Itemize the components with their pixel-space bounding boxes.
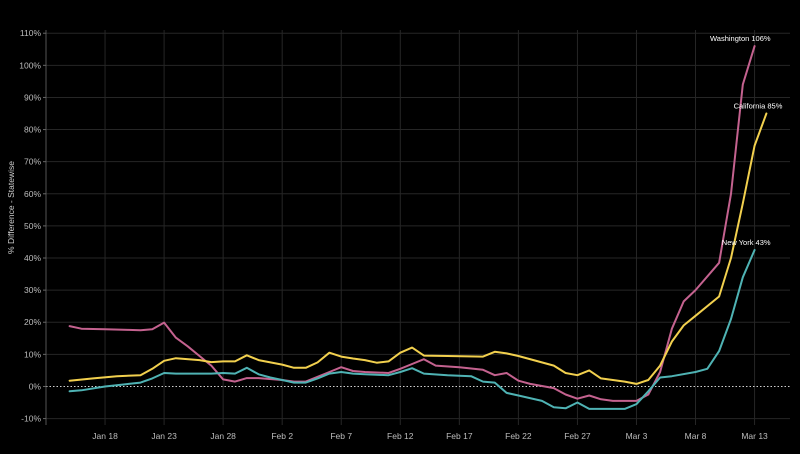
x-tick-label: Feb 27 bbox=[564, 431, 591, 441]
y-tick-label: 0% bbox=[29, 381, 42, 391]
y-tick-label: 90% bbox=[24, 92, 41, 102]
x-axis-ticks: Jan 18 Jan 23 Jan 28 Feb 2 Feb 7 Feb 12 Feb 17… bbox=[92, 431, 768, 441]
x-tick-label: Jan 23 bbox=[151, 431, 177, 441]
y-tick-label: 30% bbox=[24, 285, 41, 295]
x-tick-label: Feb 2 bbox=[271, 431, 293, 441]
y-tick-label: 110% bbox=[20, 28, 42, 38]
y-tick-label: 60% bbox=[24, 189, 41, 199]
x-tick-label: Jan 28 bbox=[210, 431, 236, 441]
series-end-label-washington: Washington 106% bbox=[710, 34, 771, 43]
y-tick-label: 100% bbox=[19, 60, 41, 70]
series-end-label-california: California 85% bbox=[734, 101, 783, 110]
series-line-california bbox=[68, 112, 768, 385]
x-tick-label: Feb 12 bbox=[387, 431, 414, 441]
x-tick-label: Feb 22 bbox=[505, 431, 532, 441]
series-line-washington bbox=[68, 45, 756, 402]
y-tick-label: 70% bbox=[24, 157, 41, 167]
y-tick-label: 20% bbox=[24, 317, 41, 327]
y-tick-label: -10% bbox=[21, 414, 41, 424]
series-end-labels: Washington 106% California 85% New York 43… bbox=[710, 34, 783, 247]
y-tick-label: 80% bbox=[24, 125, 41, 135]
gridlines bbox=[46, 30, 790, 425]
x-tick-label: Jan 18 bbox=[92, 431, 118, 441]
series-end-label-new-york: New York 43% bbox=[722, 238, 771, 247]
x-tick-label: Mar 8 bbox=[685, 431, 707, 441]
x-tick-label: Feb 7 bbox=[330, 431, 352, 441]
y-tick-label: 10% bbox=[24, 349, 41, 359]
x-tick-label: Mar 3 bbox=[626, 431, 648, 441]
y-tick-label: 50% bbox=[24, 221, 41, 231]
series-line-new-york bbox=[68, 249, 756, 410]
y-tick-label: 40% bbox=[24, 253, 41, 263]
y-axis-ticks: -10% 0% 10% 20% 30% 40% 50% 60% 70% 80% 90% 100% 110… bbox=[19, 28, 46, 424]
x-tick-label: Mar 13 bbox=[741, 431, 768, 441]
x-tick-label: Feb 17 bbox=[446, 431, 473, 441]
series-lines bbox=[68, 45, 768, 410]
y-axis-label: % Difference - Statewise bbox=[6, 161, 16, 254]
